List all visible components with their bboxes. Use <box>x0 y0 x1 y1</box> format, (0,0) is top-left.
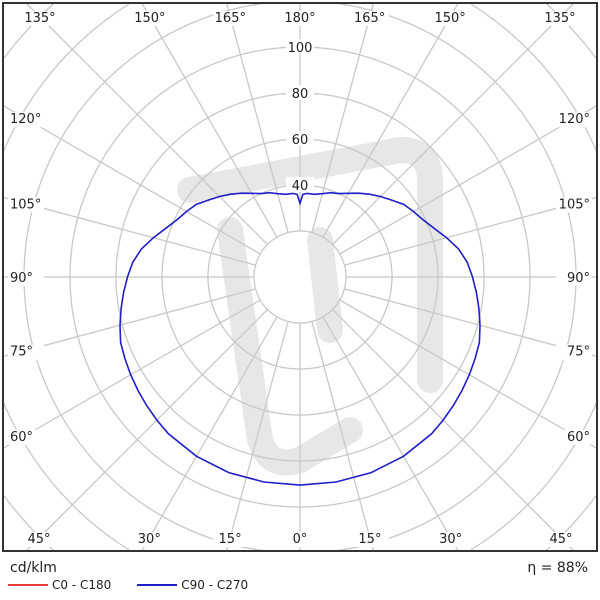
angle-label-bg <box>8 197 44 213</box>
angle-label: 120° <box>10 112 41 127</box>
angle-label: 30° <box>439 532 462 547</box>
angle-label-bg <box>22 532 58 547</box>
angle-label-bg <box>132 532 169 547</box>
angle-label-bg <box>543 11 579 26</box>
angle-label: 60° <box>567 430 590 445</box>
angle-label: 135° <box>544 11 575 26</box>
grid-radial-line <box>322 316 459 551</box>
angle-label: 150° <box>434 11 465 26</box>
angle-label-bg <box>556 429 592 445</box>
angle-label: 45° <box>549 532 572 547</box>
angle-label-bg <box>352 532 389 547</box>
angle-label: 90° <box>567 271 590 286</box>
angle-label-bg <box>8 429 44 445</box>
grid-radial-line <box>311 3 375 233</box>
angle-label-bg <box>132 11 169 26</box>
angle-label: 105° <box>10 197 41 212</box>
grid-radial-line <box>3 196 256 266</box>
radial-tick-label: 100 <box>288 41 313 56</box>
grid-radial-line <box>3 288 256 358</box>
radial-tick-label: 60 <box>292 133 309 148</box>
grid-radial-line <box>25 3 268 245</box>
angle-labels: 135° 150° 165° 180° 165° 150° 135° 45° 30° 15° 0° 1… <box>8 11 592 547</box>
grid-radial-line <box>322 3 459 238</box>
unit-label: cd/klm <box>10 560 57 576</box>
grid-radial-line <box>141 3 278 238</box>
grid-radial-line <box>332 309 575 551</box>
curve-c90-c270 <box>119 191 481 486</box>
angle-label: 120° <box>559 112 590 127</box>
angle-label-bg <box>283 11 319 26</box>
tick-label-bg <box>286 131 314 146</box>
plot-frame <box>2 2 598 552</box>
legend-item-c0: C0 - C180 <box>8 578 111 592</box>
angle-label-bg <box>213 11 250 26</box>
angle-label-bg <box>433 11 470 26</box>
angle-label: 105° <box>559 197 590 212</box>
angle-label: 75° <box>10 345 33 360</box>
angle-label-bg <box>283 532 319 547</box>
angle-label-bg <box>352 11 389 26</box>
angle-label-bg <box>556 112 592 128</box>
grid-radial-line <box>3 299 261 450</box>
grid-radial-line <box>344 288 597 358</box>
efficiency-label: η = 88% <box>527 560 588 576</box>
legend: C0 - C180 C90 - C270 <box>8 578 274 592</box>
tick-label-bg <box>286 85 314 100</box>
angle-label-bg <box>556 197 592 213</box>
grid-radial-line <box>339 299 597 450</box>
legend-swatch-blue <box>137 584 178 586</box>
angle-label: 135° <box>24 11 55 26</box>
angle-label: 0° <box>293 532 308 547</box>
angle-label: 180° <box>284 11 315 26</box>
angle-label: 15° <box>219 532 242 547</box>
tick-label-bg <box>286 177 314 192</box>
grid-circle <box>3 3 597 551</box>
legend-item-c90: C90 - C270 <box>137 578 248 592</box>
grid-radial-line <box>225 3 289 233</box>
grid-radial-line <box>344 196 597 266</box>
legend-label: C90 - C270 <box>181 578 249 592</box>
grid-radial-line <box>332 3 575 245</box>
angle-label: 60° <box>10 430 33 445</box>
angle-label: 165° <box>215 11 246 26</box>
angle-label: 150° <box>134 11 165 26</box>
angle-label-bg <box>556 271 592 286</box>
angle-label-bg <box>8 112 44 128</box>
grid-radial-line <box>3 104 261 255</box>
grid-radial-line <box>339 104 597 255</box>
angle-label: 75° <box>567 345 590 360</box>
angle-label-bg <box>23 11 59 26</box>
tick-label-bg <box>286 39 314 54</box>
angle-label-bg <box>544 532 580 547</box>
angle-label: 15° <box>358 532 381 547</box>
angle-label-bg <box>8 344 44 360</box>
grid-radial-line <box>225 321 289 551</box>
angle-label-bg <box>556 344 592 360</box>
curves <box>119 191 481 486</box>
radial-ticks: 40 60 80 100 <box>286 39 314 194</box>
legend-swatch-red <box>8 584 48 586</box>
angle-label-bg <box>213 532 250 547</box>
watermark-logo <box>177 136 443 476</box>
grid-circle <box>3 3 597 551</box>
grid-radial-line <box>141 316 278 551</box>
angle-label: 30° <box>138 532 161 547</box>
grid-radial-line <box>311 321 375 551</box>
radial-tick-label: 80 <box>292 87 309 102</box>
angle-label: 90° <box>10 271 33 286</box>
angle-label: 45° <box>27 532 50 547</box>
grid-radial-line <box>25 309 268 551</box>
angle-label: 165° <box>354 11 385 26</box>
angle-label-bg <box>433 532 470 547</box>
angle-label-bg <box>8 271 44 286</box>
radial-tick-label: 40 <box>292 179 309 194</box>
legend-label: C0 - C180 <box>52 578 112 592</box>
